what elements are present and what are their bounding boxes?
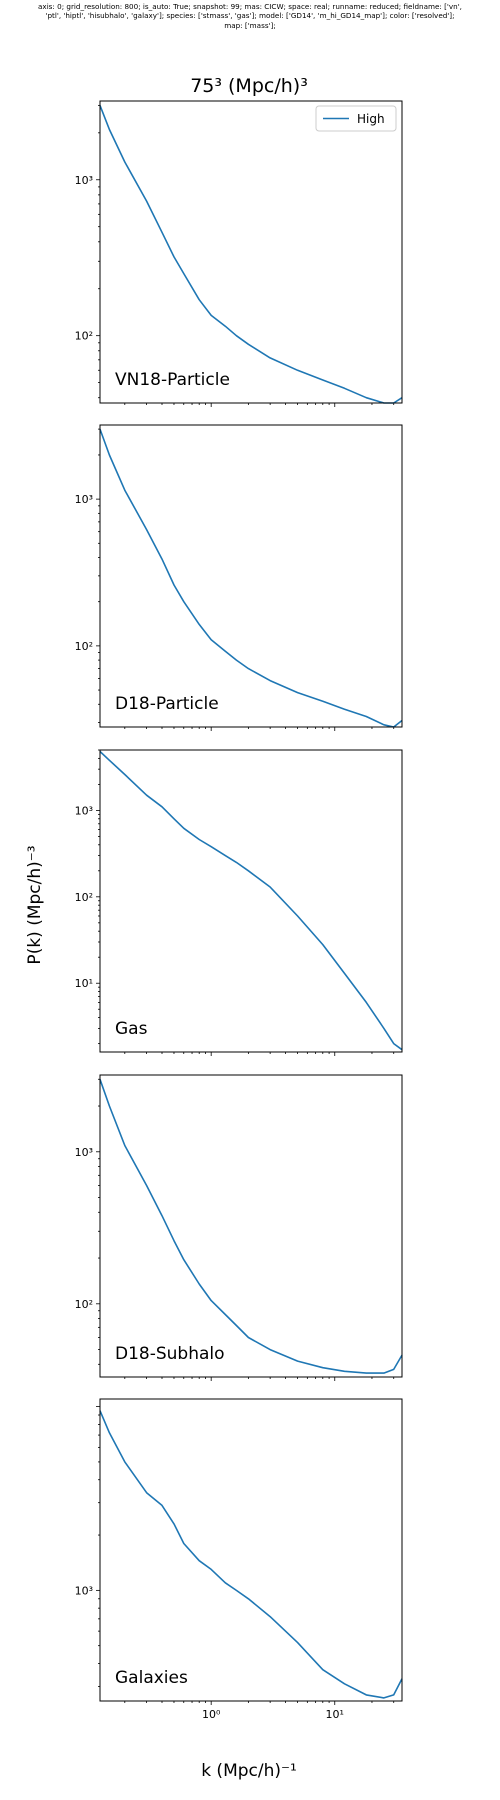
panel-label: VN18-Particle	[115, 370, 230, 390]
panel-frame	[99, 424, 403, 728]
parameter-caption-line: 'ptl', 'hiptl', 'hisubhalo', 'galaxy']; …	[45, 11, 455, 21]
y-tick-label: 10³	[75, 174, 93, 187]
chart-panel: 10¹ 10² 10³ Gas	[75, 749, 403, 1056]
chart-panel: 10² 10³ D18-Particle	[75, 424, 403, 731]
legend-box	[315, 105, 397, 132]
series-line	[99, 750, 403, 1051]
figure-title: 75³ (Mpc/h)³	[190, 75, 308, 97]
chart-panel: 10³ 10⁰ 10¹ Galaxies	[75, 1398, 403, 1721]
x-axis-label: k (Mpc/h)⁻¹	[201, 1761, 297, 1781]
chart-panel: 10² 10³ D18-Subhalo	[75, 1074, 403, 1381]
series-line	[99, 105, 403, 404]
panel-frame	[99, 100, 403, 404]
y-tick-label: 10²	[75, 891, 93, 904]
y-tick-label: 10²	[75, 1298, 93, 1311]
panel-label: D18-Particle	[115, 694, 219, 714]
panel-frame	[99, 1074, 403, 1378]
y-tick-label: 10³	[75, 804, 93, 817]
chart-panel: 10² 10³ VN18-Particle High	[75, 100, 403, 407]
series-line	[99, 1079, 403, 1374]
panel-label: Galaxies	[115, 1668, 188, 1688]
y-tick-label: 10³	[75, 493, 93, 506]
y-tick-label: 10³	[75, 1146, 93, 1159]
x-tick-label: 10¹	[326, 1708, 344, 1721]
legend-label: High	[357, 112, 385, 126]
panel-label: D18-Subhalo	[115, 1344, 225, 1364]
parameter-caption-line: axis: 0; grid_resolution: 800; is_auto: …	[38, 2, 462, 11]
y-tick-label: 10²	[75, 330, 93, 343]
parameter-caption-line: map: ['mass'];	[224, 20, 276, 30]
y-axis-label: P(k) (Mpc/h)⁻³	[25, 845, 45, 964]
legend: High	[315, 105, 397, 132]
panel-frame	[99, 1398, 403, 1702]
series-line	[99, 1410, 403, 1699]
y-tick-label: 10²	[75, 640, 93, 653]
panel-frame	[99, 749, 403, 1053]
y-tick-label: 10¹	[75, 977, 93, 990]
series-line	[99, 428, 403, 728]
parameter-caption: axis: 0; grid_resolution: 800; is_auto: …	[0, 2, 500, 30]
x-tick-label: 10⁰	[202, 1708, 221, 1721]
panel-label: Gas	[115, 1019, 148, 1039]
y-tick-label: 10³	[75, 1584, 93, 1597]
